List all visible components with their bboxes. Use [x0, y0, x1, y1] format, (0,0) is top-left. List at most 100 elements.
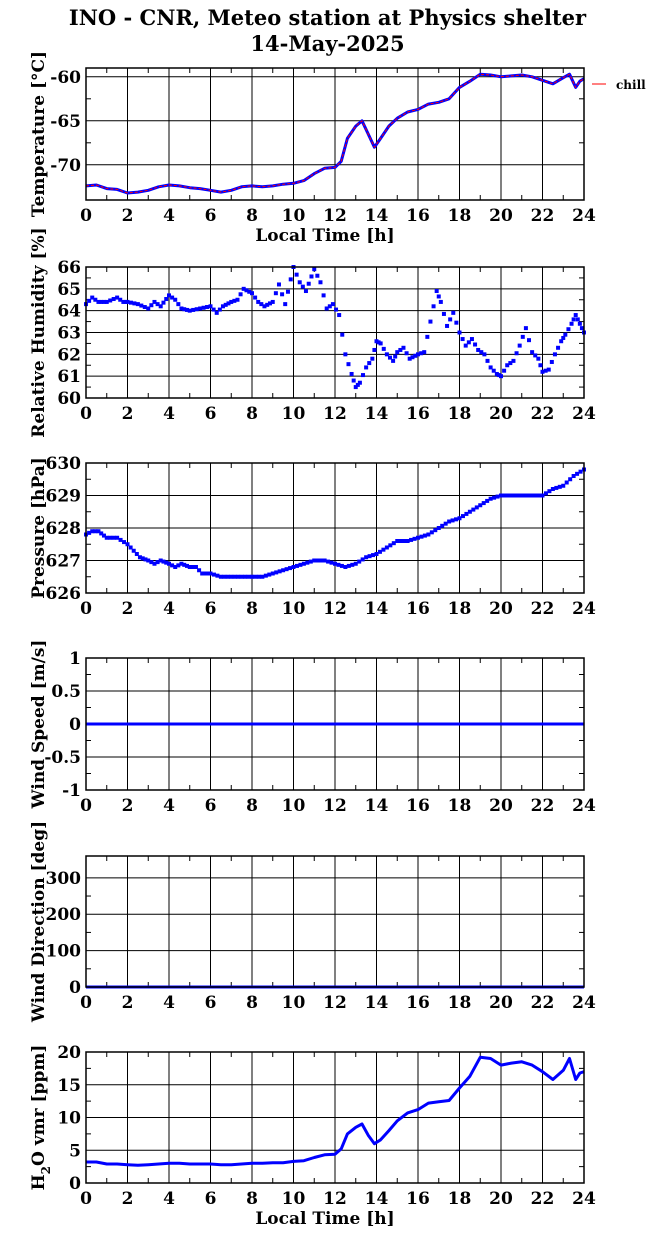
data-point	[140, 556, 145, 561]
data-point	[93, 297, 98, 302]
data-point	[176, 563, 181, 568]
x-tick-label: 6	[205, 993, 217, 1013]
data-point	[384, 352, 389, 357]
x-tick-label: 20	[489, 599, 513, 619]
data-point	[566, 327, 571, 332]
y-axis-label: Relative Humidity [%]	[29, 227, 49, 437]
data-point	[270, 571, 275, 576]
data-point	[305, 560, 310, 565]
data-point	[334, 307, 339, 312]
x-tick-label: 22	[531, 404, 555, 424]
data-point	[573, 313, 578, 318]
data-point	[115, 535, 120, 540]
data-point	[223, 302, 228, 307]
data-point	[436, 526, 441, 530]
data-point	[496, 373, 501, 378]
data-point	[488, 496, 493, 501]
data-point	[205, 305, 210, 310]
x-tick-label: 22	[531, 599, 555, 619]
data-point	[426, 532, 431, 537]
x-tick-label: 16	[406, 796, 430, 816]
data-point	[193, 565, 198, 569]
data-point	[170, 295, 175, 300]
x-tick-label: 16	[406, 1189, 430, 1209]
x-tick-label: 18	[448, 206, 472, 226]
data-point	[256, 299, 261, 304]
y-tick-label: 66	[57, 258, 81, 278]
data-point	[526, 493, 531, 498]
data-point	[419, 351, 424, 356]
data-point	[464, 511, 469, 516]
y-tick-label: 62	[57, 345, 81, 365]
data-point	[381, 346, 386, 351]
data-point	[543, 491, 548, 496]
data-point	[543, 368, 548, 373]
y-tick-label: 626	[46, 584, 82, 604]
data-point	[250, 291, 254, 296]
y-axis-label: Wind Direction [deg]	[29, 821, 49, 1023]
data-point	[288, 277, 293, 282]
data-point	[557, 484, 562, 489]
data-point	[329, 560, 334, 565]
data-point	[436, 294, 441, 299]
x-tick-label: 16	[406, 404, 430, 424]
data-point	[485, 498, 490, 503]
data-point	[265, 302, 270, 307]
data-point	[333, 561, 337, 566]
data-point	[146, 558, 151, 563]
x-tick-label: 4	[163, 206, 175, 226]
data-point	[540, 493, 545, 498]
x-tick-label: 12	[323, 206, 347, 226]
data-point	[474, 505, 479, 510]
data-point	[285, 289, 290, 294]
figure-subtitle: 14-May-2025	[250, 31, 405, 56]
legend-label: chill	[616, 78, 646, 92]
data-point	[351, 378, 356, 383]
data-point	[128, 545, 133, 550]
data-point	[101, 533, 106, 538]
data-point	[457, 516, 462, 521]
data-point	[395, 350, 400, 355]
x-tick-label: 14	[365, 404, 389, 424]
x-tick-label: 16	[406, 599, 430, 619]
x-tick-label: 4	[163, 404, 175, 424]
data-point	[571, 474, 576, 478]
data-point	[384, 545, 389, 550]
data-point	[401, 345, 406, 350]
data-point	[374, 339, 379, 344]
x-tick-label: 20	[489, 206, 513, 226]
x-tick-label: 8	[246, 1189, 258, 1209]
data-point	[438, 299, 443, 304]
data-point	[481, 501, 486, 506]
data-point	[135, 302, 140, 307]
data-point	[312, 267, 317, 272]
data-point	[355, 382, 360, 387]
data-point	[512, 493, 517, 498]
data-point	[530, 350, 535, 355]
data-point	[429, 530, 434, 535]
x-tick-label: 8	[246, 599, 258, 619]
data-point	[184, 563, 189, 568]
data-point	[121, 299, 126, 304]
data-point	[509, 493, 514, 498]
data-point	[559, 339, 564, 344]
data-point	[93, 529, 98, 534]
y-tick-label: 100	[46, 942, 82, 962]
x-tick-label: 6	[205, 404, 217, 424]
data-point	[502, 368, 507, 373]
data-point	[357, 380, 362, 385]
x-tick-label: 20	[489, 796, 513, 816]
data-point	[194, 307, 199, 312]
chart-panel-2: 0 2 4 6 8 10 12 14 16 18 20 22 24626627628629630Pres…	[29, 454, 596, 619]
data-point	[398, 347, 403, 352]
data-point	[364, 555, 369, 560]
data-point	[523, 326, 528, 331]
data-point	[404, 351, 409, 356]
data-point	[410, 355, 415, 360]
data-point	[324, 306, 329, 311]
data-point	[322, 558, 327, 563]
y-tick-label: 627	[46, 552, 82, 572]
x-tick-label: 18	[448, 796, 472, 816]
data-point	[478, 503, 483, 508]
data-point	[577, 321, 582, 326]
